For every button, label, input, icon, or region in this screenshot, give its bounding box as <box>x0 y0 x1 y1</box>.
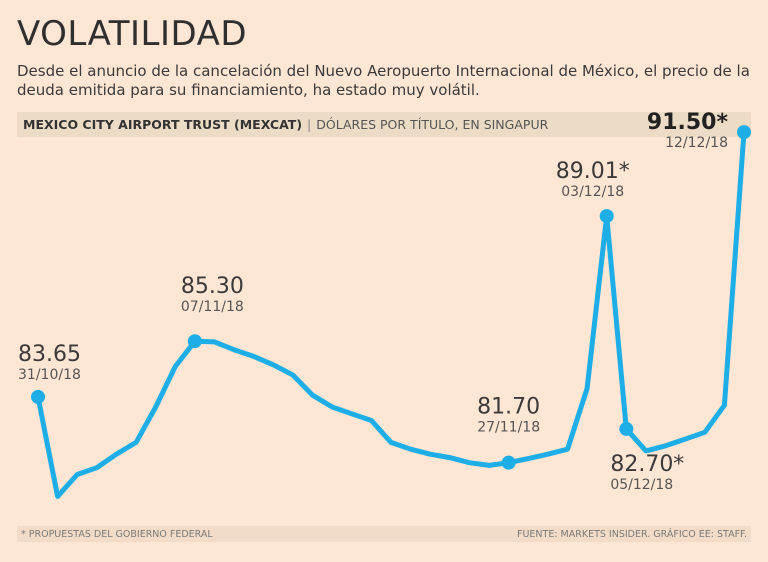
data-label-value: 85.30 <box>181 274 244 299</box>
data-label-value: 83.65 <box>18 342 81 367</box>
data-label-date: 31/10/18 <box>18 367 81 383</box>
data-label-date: 07/11/18 <box>181 299 244 315</box>
footnote: * PROPUESTAS DEL GOBIERNO FEDERAL <box>21 528 213 540</box>
chart-title: VOLATILIDAD <box>17 14 248 54</box>
data-label-value: 89.01* <box>556 159 630 184</box>
data-label-value: 81.70 <box>477 395 540 420</box>
data-point-marker <box>737 125 751 140</box>
data-point-marker <box>501 455 516 470</box>
series-band: MEXICO CITY AIRPORT TRUST (MEXCAT) | DÓL… <box>17 112 751 137</box>
band-separator: | <box>307 117 312 132</box>
series-name: MEXICO CITY AIRPORT TRUST (MEXCAT) <box>23 117 303 132</box>
data-label-value: 91.50* <box>647 110 729 135</box>
data-label-date: 27/11/18 <box>477 420 540 436</box>
data-point-marker <box>619 421 634 436</box>
footer-bar: * PROPUESTAS DEL GOBIERNO FEDERAL FUENTE… <box>17 526 751 542</box>
data-label-date: 12/12/18 <box>665 135 728 151</box>
data-point-marker <box>599 209 614 224</box>
source-note: FUENTE: MARKETS INSIDER. GRÁFICO EE: STA… <box>516 528 747 540</box>
data-label-date: 05/12/18 <box>610 477 673 493</box>
data-label-date: 03/12/18 <box>561 184 624 200</box>
data-point-marker <box>187 334 202 349</box>
series-line <box>35 129 747 499</box>
chart-subtitle: Desde el anuncio de la cancelación del N… <box>17 62 750 99</box>
data-label-value: 82.70* <box>610 452 684 477</box>
unit-label: DÓLARES POR TÍTULO, EN SINGAPUR <box>316 117 549 132</box>
data-point-marker <box>31 389 45 404</box>
